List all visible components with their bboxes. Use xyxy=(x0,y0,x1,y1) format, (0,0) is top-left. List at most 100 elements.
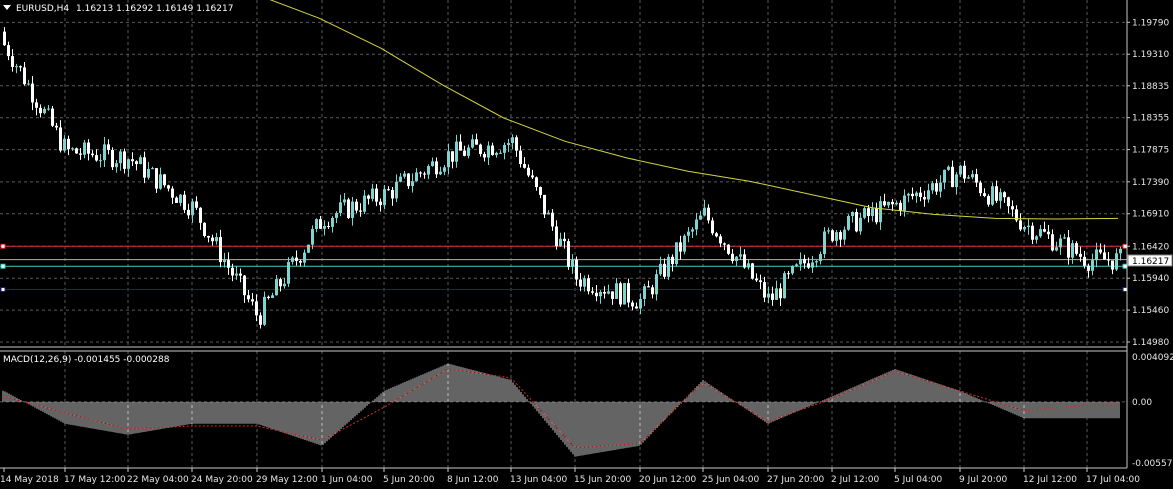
candle-body xyxy=(931,183,934,191)
candle-body xyxy=(299,261,302,263)
candle xyxy=(791,265,794,276)
candle xyxy=(327,221,330,230)
candle xyxy=(131,152,134,166)
candle xyxy=(1095,242,1098,268)
candle-body xyxy=(207,236,210,238)
price-axis-labels: 1.19790 1.19310 1.18835 1.18355 1.17875 1.173… xyxy=(1127,18,1169,348)
candle xyxy=(647,280,650,288)
candle-body xyxy=(319,219,322,229)
candle-body xyxy=(79,153,82,155)
candle-body xyxy=(1051,234,1054,251)
candle-body xyxy=(43,108,46,114)
candle-body xyxy=(991,186,994,205)
candle-body xyxy=(583,278,586,287)
candle-body xyxy=(763,282,766,298)
candle-body xyxy=(23,67,26,85)
candle xyxy=(447,143,450,175)
candle xyxy=(63,135,66,153)
candle xyxy=(3,27,6,47)
candle xyxy=(151,166,154,170)
candle-body xyxy=(795,264,798,266)
candle xyxy=(731,249,734,264)
candle-body xyxy=(779,288,782,299)
candle-body xyxy=(411,181,414,187)
candle-body xyxy=(815,261,818,263)
candle-body xyxy=(843,229,846,240)
candle-body xyxy=(811,262,814,268)
candle-body xyxy=(759,280,762,283)
macd-tick-label: 0.004092 xyxy=(1132,353,1173,363)
candle xyxy=(159,167,162,190)
candle xyxy=(455,134,458,168)
candle-body xyxy=(851,212,854,216)
candle xyxy=(591,287,594,295)
candle-body xyxy=(547,212,550,215)
candle-body xyxy=(639,298,642,309)
candle xyxy=(1023,225,1026,233)
candle xyxy=(319,216,322,230)
candle xyxy=(559,232,562,247)
candle xyxy=(75,147,78,154)
candle-body xyxy=(323,226,326,229)
candle-body xyxy=(163,174,166,186)
candle-body xyxy=(3,31,6,46)
candle-body xyxy=(971,174,974,178)
candle xyxy=(847,214,850,231)
candle xyxy=(1103,244,1106,260)
candle xyxy=(567,238,570,270)
candle-body xyxy=(275,279,278,296)
candle xyxy=(531,169,534,179)
candle xyxy=(507,138,510,153)
candle-body xyxy=(1043,229,1046,232)
level-marker-left xyxy=(0,243,6,249)
candle-body xyxy=(1075,243,1078,254)
candle-body xyxy=(607,291,610,294)
candle xyxy=(387,186,390,191)
candle-body xyxy=(767,293,770,298)
candle xyxy=(135,160,138,171)
time-tick-label: 14 May 2018 xyxy=(0,475,59,485)
candle xyxy=(483,151,486,162)
candle-body xyxy=(723,243,726,245)
candle xyxy=(547,210,550,215)
candle xyxy=(703,199,706,217)
candle-body xyxy=(135,161,138,165)
candle-body xyxy=(239,273,242,276)
candle-body xyxy=(115,163,118,168)
candle xyxy=(523,157,526,169)
candle xyxy=(823,227,826,259)
candle-body xyxy=(875,208,878,223)
candle-body xyxy=(243,275,246,296)
candle-body xyxy=(1047,231,1050,235)
candle xyxy=(263,291,266,326)
candle-body xyxy=(463,150,466,156)
candle-body xyxy=(863,208,866,218)
candle-body xyxy=(511,137,514,144)
candle-body xyxy=(431,161,434,167)
level-marker-right xyxy=(1122,243,1128,249)
candle-body xyxy=(679,242,682,252)
candle-body xyxy=(987,195,990,205)
candle-body xyxy=(95,155,98,161)
candle xyxy=(219,229,222,268)
candle xyxy=(811,255,814,274)
candle-body xyxy=(871,208,874,217)
candle xyxy=(331,216,334,233)
candle xyxy=(1115,248,1118,271)
candle xyxy=(855,208,858,233)
candle-body xyxy=(839,232,842,240)
dropdown-triangle-icon[interactable] xyxy=(3,5,11,10)
candle-body xyxy=(571,259,574,267)
candle xyxy=(19,65,22,72)
candle-body xyxy=(1115,253,1118,270)
candle xyxy=(571,254,574,274)
candle-body xyxy=(359,210,362,212)
candle-body xyxy=(827,230,830,232)
candle xyxy=(435,157,438,178)
candle-body xyxy=(215,237,218,242)
candle xyxy=(199,207,202,230)
candle xyxy=(15,63,18,74)
candle xyxy=(35,98,38,116)
candle xyxy=(519,145,522,168)
